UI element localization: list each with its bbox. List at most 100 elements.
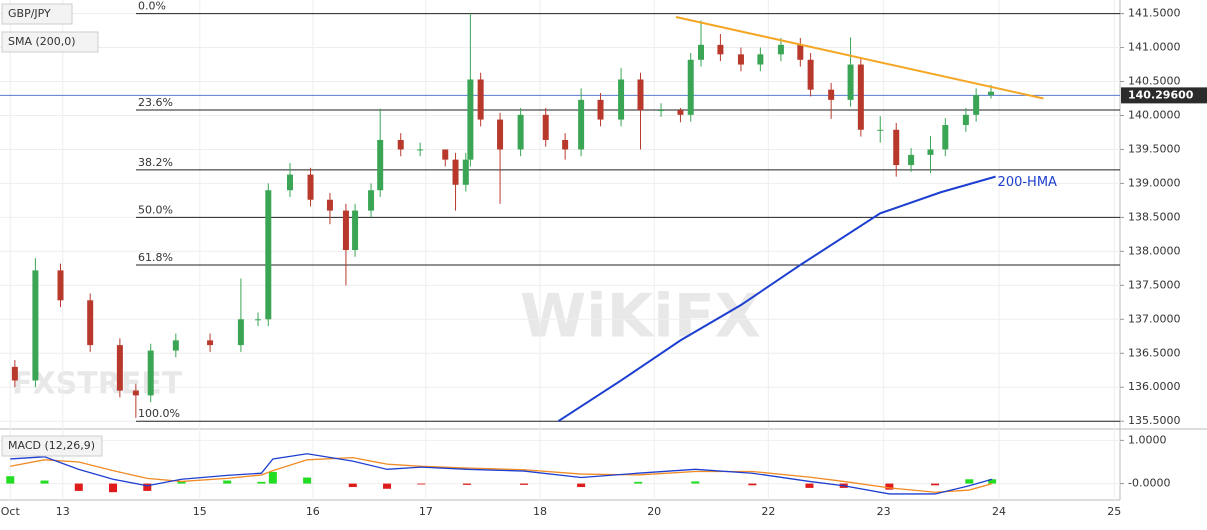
y-tick-label: 135.5000 [1128,414,1181,427]
price-tag-label: 140.29600 [1128,88,1194,101]
candle-body [116,345,123,391]
fib-label: 0.0% [138,0,166,13]
x-tick-label: 17 [419,505,433,518]
candle-body [452,159,459,185]
fib-label: 38.2% [138,156,173,169]
candle-body [307,174,314,200]
candle-body [927,149,934,155]
candle-body [908,154,915,166]
legend-box [1,3,73,25]
fib-label: 23.6% [138,96,173,109]
candle-body [377,139,384,191]
candle-body [578,99,585,150]
candle-body [847,64,854,100]
x-tick-label: 13 [56,505,70,518]
x-tick-label: 25 [1107,505,1121,518]
hma-line [557,175,996,423]
indicator-label: SMA (200,0) [8,35,76,48]
candle-body [893,129,900,166]
y-tick-label: 1.0000 [1128,433,1167,446]
macd-histogram-bar [268,471,277,484]
candle-body [687,59,694,115]
candle-body [87,300,94,346]
fib-label: 50.0% [138,203,173,216]
candle-body [857,64,864,130]
watermark: WiKiFX [520,282,761,352]
fib-label: 100.0% [138,407,180,420]
candle-body [717,44,724,55]
candle-body [877,129,884,131]
candle-body [265,190,272,320]
candle-body [368,190,375,211]
x-tick-label: 18 [533,505,547,518]
x-tick-label: 15 [193,505,207,518]
y-tick-label: 141.5000 [1128,7,1181,20]
candle-body [517,114,524,150]
price-tag [1121,87,1207,104]
macd-histogram-bar [691,481,700,484]
candle-body [467,79,474,160]
candle-body [32,270,39,381]
candle-body [797,44,804,60]
candle-body [255,319,262,321]
y-tick-label: 139.0000 [1128,176,1181,189]
candle-body [477,79,484,120]
macd-histogram-bar [748,483,757,486]
macd-histogram-bar [143,483,152,491]
x-tick-label: 20 [647,505,661,518]
macd-histogram-bar [223,480,232,484]
candle-body [562,139,569,150]
macd-histogram-bar [109,483,118,493]
candle-body [987,91,994,96]
legend-box [1,31,99,53]
candle-body [442,149,449,160]
macd-histogram-bar [965,479,974,484]
candle-body [658,110,665,112]
trendline [675,16,1044,100]
candle-body [777,44,784,55]
macd-line [10,453,993,495]
macd-histogram-bar [40,480,49,484]
candle-body [57,270,64,301]
macd-histogram-bar [520,483,529,485]
y-tick-label: 141.0000 [1128,41,1181,54]
candle-body [462,159,469,185]
macd-histogram-bar [805,483,814,488]
y-tick-label: 139.5000 [1128,142,1181,155]
x-tick-label: 22 [761,505,775,518]
macd-histogram-bar [988,479,997,484]
macd-histogram-bar [257,481,266,484]
plot-area: Oct 13 15 16 17 18 20 22 23 24 25 135.5000 136.0000 1… [0,0,1207,518]
hma-label: 200-HMA [998,175,1057,190]
signal-line [10,457,993,493]
x-tick-label: 16 [306,505,320,518]
candle-body [207,340,214,346]
macd-histogram-bar [303,477,312,484]
x-tick-label: Oct [1,505,21,518]
candle-body [417,149,424,151]
candle-body [697,44,704,60]
macd-histogram-bar [348,483,357,488]
x-tick-label: 24 [992,505,1006,518]
y-tick-label: 136.5000 [1128,346,1181,359]
macd-histogram-bar [383,483,392,489]
symbol-label: GBP/JPY [8,7,51,20]
y-tick-label: 136.0000 [1128,380,1181,393]
y-tick-label: 140.0000 [1128,108,1181,121]
fib-label: 61.8% [138,251,173,264]
candle-body [237,319,244,346]
macd-histogram-bar [462,483,471,485]
y-tick-label: -0.0000 [1128,477,1170,490]
candle-body [807,59,814,90]
macd-histogram-bar [577,483,586,488]
candle-body [618,79,625,120]
y-tick-label: 140.5000 [1128,75,1181,88]
candle-body [352,210,359,251]
candle-body [637,79,644,111]
candle-body [973,95,980,115]
candle-body [757,54,764,65]
candle-body [737,54,744,65]
macd-histogram-bar [885,483,894,490]
macd-histogram-bar [74,483,83,491]
